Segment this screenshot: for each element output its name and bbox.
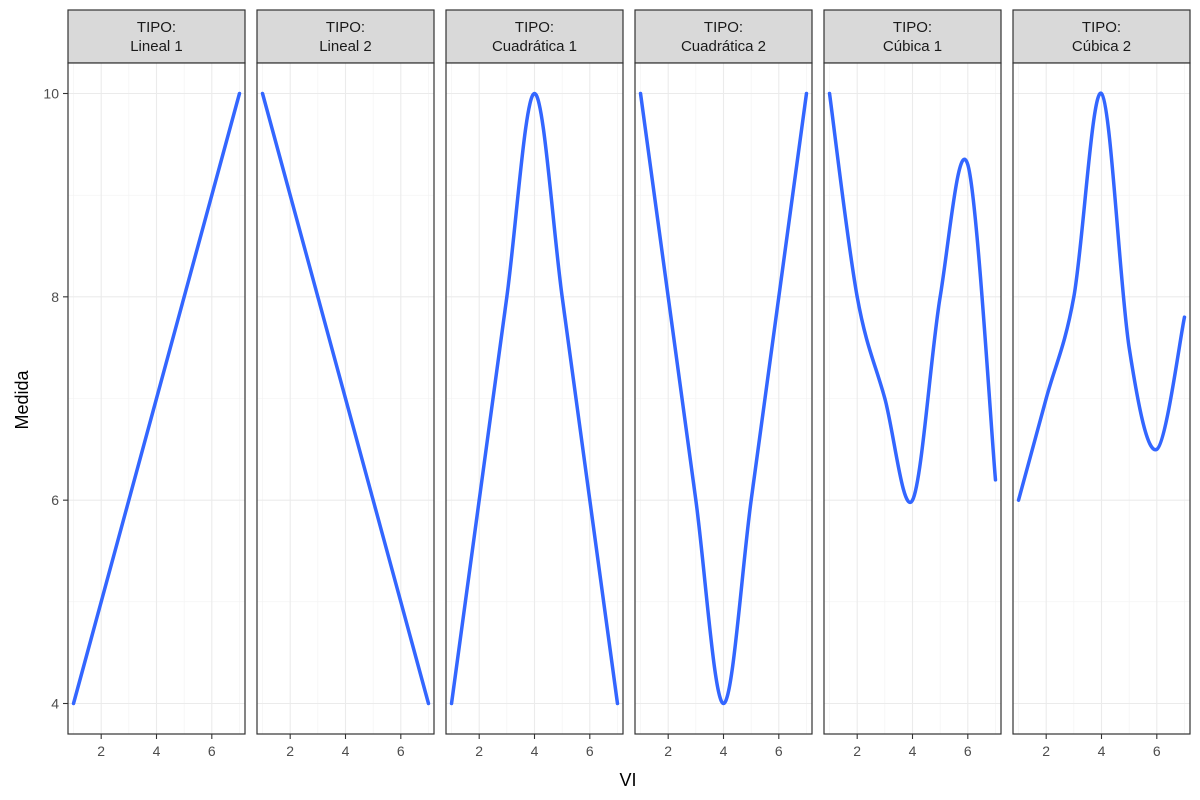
facet-strip-prefix: TIPO:	[893, 19, 932, 36]
facet-strip-prefix: TIPO:	[326, 19, 365, 36]
x-tick-label: 2	[97, 743, 105, 759]
y-tick-label: 6	[51, 492, 59, 508]
x-tick-label: 6	[208, 743, 216, 759]
series-line	[449, 91, 620, 706]
y-tick-label: 4	[51, 696, 59, 712]
x-tick-label: 4	[153, 743, 161, 759]
x-tick-label: 6	[964, 743, 972, 759]
facet-strip-label: Cúbica 2	[1072, 38, 1131, 55]
x-tick-label: 2	[286, 743, 294, 759]
x-tick-label: 2	[853, 743, 861, 759]
facet-strip-prefix: TIPO:	[1082, 19, 1121, 36]
series-line	[71, 91, 242, 706]
series-line	[638, 91, 809, 706]
x-tick-label: 6	[586, 743, 594, 759]
facet-strip	[823, 9, 1002, 64]
facet-strip-label: Cuadrática 2	[681, 38, 766, 55]
facet-strip-prefix: TIPO:	[137, 19, 176, 36]
y-tick-label: 8	[51, 289, 59, 305]
x-tick-label: 6	[1153, 743, 1161, 759]
facet-strip-label: Cuadrática 1	[492, 38, 577, 55]
facet-panel: TIPO: Lineal 2 2 4 6	[256, 9, 435, 759]
y-axis-title: Medida	[12, 369, 32, 429]
x-tick-label: 4	[531, 743, 539, 759]
x-axis-title: VI	[619, 770, 636, 790]
series-line	[1016, 91, 1187, 502]
facet-panel: TIPO: Cuadrática 2 2 4 6	[634, 9, 813, 759]
x-tick-label: 2	[664, 743, 672, 759]
facet-strip	[634, 9, 813, 64]
facet-strip	[67, 9, 246, 64]
series-line	[827, 91, 998, 505]
x-tick-label: 4	[720, 743, 728, 759]
facet-strip-label: Lineal 2	[319, 38, 372, 55]
series-line	[260, 91, 431, 706]
facet-strip-prefix: TIPO:	[704, 19, 743, 36]
facet-panel: TIPO: Cuadrática 1 2 4 6	[445, 9, 624, 759]
facet-strip	[445, 9, 624, 64]
facet-strip	[1012, 9, 1191, 64]
x-tick-label: 2	[1042, 743, 1050, 759]
facet-panel: TIPO: Cúbica 2 2 4 6	[1012, 9, 1191, 759]
facet-panel: TIPO: Lineal 1 2 4 6	[67, 9, 246, 759]
y-tick-label: 10	[43, 86, 59, 102]
facet-strip-prefix: TIPO:	[515, 19, 554, 36]
facet-strip-label: Cúbica 1	[883, 38, 942, 55]
facet-panel: TIPO: Cúbica 1 2 4 6	[823, 9, 1002, 759]
x-tick-label: 6	[775, 743, 783, 759]
x-tick-label: 6	[397, 743, 405, 759]
x-tick-label: 4	[909, 743, 917, 759]
x-tick-label: 2	[475, 743, 483, 759]
y-axis: 4 6 8 10	[43, 86, 68, 712]
facet-strip	[256, 9, 435, 64]
x-tick-label: 4	[342, 743, 350, 759]
facet-strip-label: Lineal 1	[130, 38, 183, 55]
x-tick-label: 4	[1098, 743, 1106, 759]
facet-panels: TIPO: Lineal 1 2 4 6 TIPO: Lineal 2 2 4 6 TIPO: Cua…	[67, 9, 1191, 759]
